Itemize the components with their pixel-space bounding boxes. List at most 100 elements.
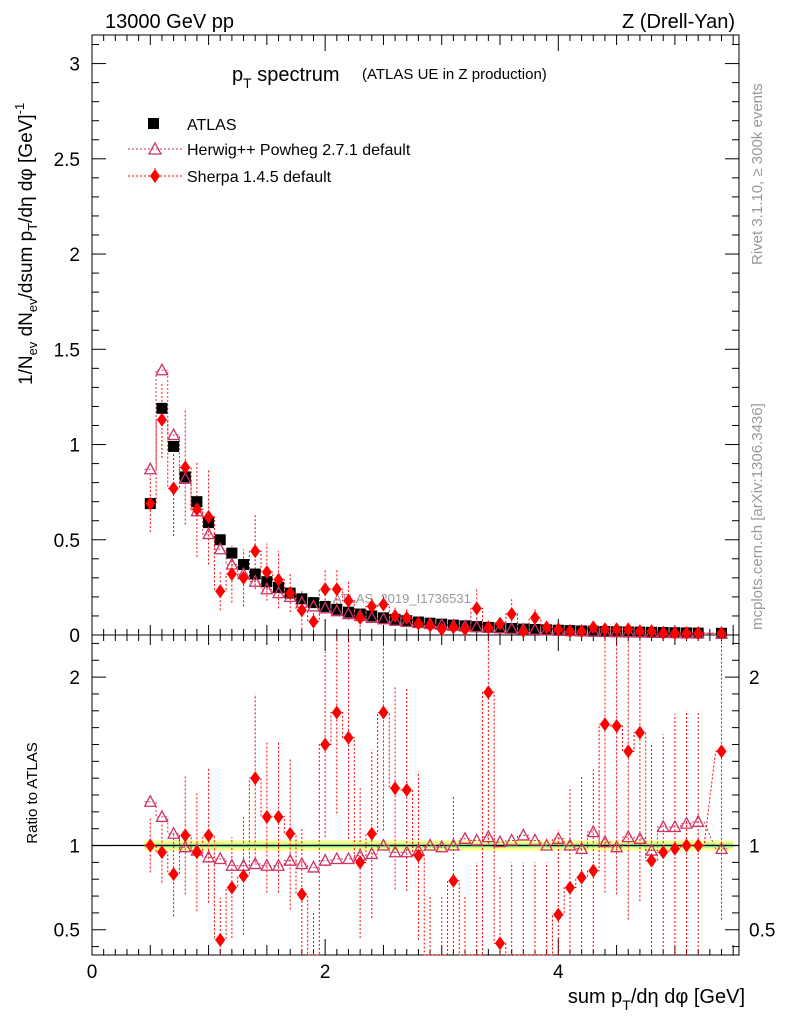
ratio-sherpa-point: [646, 853, 657, 868]
main-herwig-point: [586, 624, 600, 637]
ratio-sherpa-point: [215, 932, 226, 947]
ratio-herwig-point: [225, 858, 239, 871]
main-sherpa-point: [180, 460, 191, 475]
ratio-herwig-point: [423, 838, 437, 851]
main-sherpa-point: [471, 601, 482, 616]
rivet-label: Rivet 3.1.10, ≥ 300k events: [749, 83, 766, 265]
main-herwig-point: [388, 613, 402, 626]
main-y-tick-label: 2.5: [54, 150, 80, 171]
main-herwig-point: [213, 541, 227, 555]
main-sherpa-point: [168, 481, 179, 496]
ratio-sherpa-point: [261, 809, 272, 824]
main-sherpa-point: [541, 620, 552, 635]
ratio-herwig-point: [505, 833, 519, 846]
ratio-herwig-point: [167, 826, 181, 839]
main-y-tick-label: 1.5: [54, 340, 80, 361]
header-process: Z (Drell-Yan): [622, 11, 735, 33]
ratio-sherpa-point: [681, 838, 692, 853]
ratio-sherpa-point: [611, 718, 622, 733]
ratio-herwig-point: [598, 834, 612, 848]
main-herwig-point: [306, 599, 321, 612]
ratio-sherpa-point: [448, 873, 459, 888]
main-atlas-point: [191, 496, 203, 508]
main-herwig-point: [493, 620, 507, 634]
ratio-sherpa-point: [658, 845, 669, 860]
ratio-sherpa-point: [564, 880, 575, 895]
ratio-sherpa-point: [623, 744, 634, 759]
main-atlas-point: [249, 568, 261, 580]
main-sherpa-point: [401, 610, 412, 625]
ratio-herwig-point: [621, 829, 635, 843]
ratio-herwig-point: [656, 819, 670, 833]
main-herwig-point: [505, 621, 519, 635]
main-herwig-point: [318, 600, 332, 614]
ratio-sherpa-point: [634, 725, 645, 740]
ratio-y-tick-label-right: 1: [749, 837, 760, 858]
main-atlas-point: [377, 612, 389, 624]
main-sherpa-point: [658, 626, 669, 641]
ratio-herwig-point: [271, 858, 286, 871]
ratio-herwig-point: [458, 831, 472, 844]
ratio-herwig-point: [470, 833, 484, 846]
main-herwig-point: [271, 585, 286, 599]
main-atlas-point: [529, 623, 541, 635]
ratio-sherpa-point: [355, 855, 366, 870]
main-sherpa-point: [320, 582, 331, 597]
main-sherpa-point: [308, 614, 319, 629]
main-sherpa-point: [413, 616, 424, 631]
main-atlas-point: [214, 534, 226, 546]
main-sherpa-point: [681, 626, 692, 641]
ratio-herwig-point: [295, 856, 309, 870]
main-sherpa-point: [693, 626, 704, 641]
plot-title: pT spectrum: [232, 64, 340, 91]
ratio-herwig-point: [143, 794, 157, 807]
legend-label-herwig: Herwig++ Powheg 2.7.1 default: [187, 142, 411, 159]
ratio-herwig-point: [388, 844, 402, 858]
main-y-tick-label: 3: [69, 55, 80, 76]
main-sherpa-point: [366, 599, 377, 614]
ratio-sherpa-point: [366, 826, 377, 841]
ratio-herwig-point: [540, 838, 554, 851]
ratio-sherpa-point: [716, 744, 727, 759]
main-sherpa-point: [518, 624, 529, 639]
ratio-sherpa-point: [168, 867, 179, 882]
main-herwig-point: [341, 606, 356, 620]
main-y-axis-label: 1/Nev dNev/dsum pT/dη dφ [GeV]-1: [12, 103, 40, 385]
ratio-sherpa-point: [576, 870, 587, 885]
ratio-herwig-point: [376, 838, 391, 851]
main-herwig-point: [178, 471, 192, 484]
ratio-sherpa-point: [156, 845, 167, 860]
ratio-herwig-point: [633, 831, 647, 844]
main-sherpa-point: [599, 622, 610, 637]
main-sherpa-point: [145, 496, 156, 511]
x-axis-label: sum pT/dη dφ [GeV]: [568, 986, 745, 1013]
main-atlas-point: [156, 402, 168, 414]
main-sherpa-point: [343, 593, 354, 608]
legend-marker-sherpa: [150, 169, 160, 183]
title-p: p: [232, 64, 243, 86]
main-herwig-point: [470, 619, 484, 633]
main-sherpa-point: [296, 603, 307, 618]
main-sherpa-point: [156, 412, 167, 427]
ratio-sherpa-point: [413, 848, 424, 863]
ratio-y-tick-label-right: 0.5: [749, 921, 775, 942]
ratio-herwig-point: [202, 849, 216, 863]
ratio-herwig-point: [400, 844, 414, 858]
ratio-herwig-point: [668, 819, 682, 833]
main-sherpa-point: [576, 624, 587, 639]
x-tick-label: 0: [87, 962, 98, 983]
ratio-sherpa-point: [331, 705, 342, 720]
ratio-sherpa-point: [495, 936, 506, 951]
ratio-herwig-point: [306, 860, 321, 873]
legend-marker-atlas: [148, 118, 159, 129]
main-herwig-point: [528, 622, 542, 636]
ratio-sherpa-point: [553, 907, 564, 922]
ratio-sherpa-point: [588, 863, 599, 878]
ratio-sherpa-point: [669, 841, 680, 856]
ratio-sherpa-point: [285, 826, 296, 841]
legend-marker-herwig: [147, 141, 163, 155]
ratio-y-tick-label: 0.5: [54, 921, 80, 942]
ratio-y-tick-label-right: 2: [749, 668, 760, 689]
ratio-herwig-line: [144, 801, 728, 868]
header-energy: 13000 GeV pp: [105, 11, 234, 33]
